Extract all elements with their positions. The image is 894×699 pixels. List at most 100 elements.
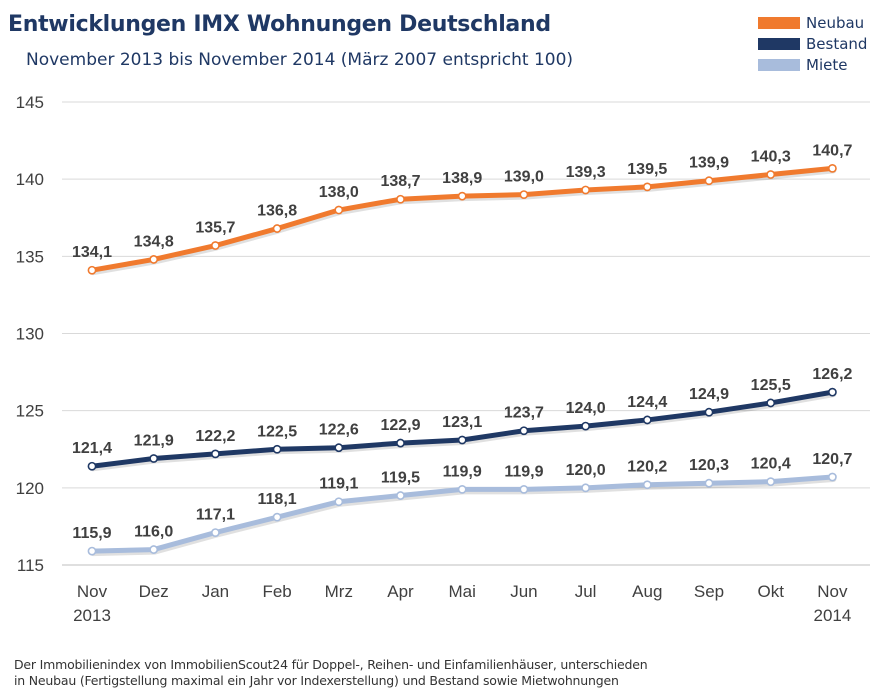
data-label: 122,5 xyxy=(257,423,297,440)
data-point xyxy=(766,398,776,408)
data-label: 123,1 xyxy=(442,414,482,431)
data-point xyxy=(149,545,159,554)
x-tick-label: Apr xyxy=(387,582,414,601)
legend: Neubau Bestand Miete xyxy=(758,12,867,75)
data-label: 119,1 xyxy=(319,476,358,493)
data-point xyxy=(642,182,652,192)
x-tick-label: Okt xyxy=(757,582,784,601)
x-tick-label: Jan xyxy=(202,582,229,601)
data-label: 123,7 xyxy=(504,405,544,422)
data-label: 124,0 xyxy=(566,400,606,417)
data-point xyxy=(272,444,282,454)
data-point xyxy=(334,205,344,215)
y-tick-label: 120 xyxy=(16,479,44,498)
data-label: 139,9 xyxy=(689,155,729,172)
data-point xyxy=(87,546,97,556)
data-label: 119,9 xyxy=(443,463,482,480)
series-group xyxy=(87,163,837,557)
data-point xyxy=(87,461,97,471)
x-tick-label: Jul xyxy=(575,582,597,601)
data-label: 117,1 xyxy=(196,507,235,524)
data-label: 139,5 xyxy=(627,161,667,178)
data-label: 135,7 xyxy=(195,220,235,237)
y-tick-label: 125 xyxy=(16,402,44,421)
data-point xyxy=(581,483,590,493)
y-axis: 115 120 125 130 135 140 145 xyxy=(16,93,44,575)
data-label: 140,7 xyxy=(812,142,852,159)
x-axis: Nov 2013 Dez Jan Feb Mrz Apr Mai Jun Jul Aug Sep Okt… xyxy=(73,582,851,625)
x-tick-year: 2013 xyxy=(73,606,111,625)
legend-item-bestand: Bestand xyxy=(758,33,867,54)
data-point xyxy=(766,477,776,487)
data-point xyxy=(704,407,714,417)
data-point xyxy=(210,528,220,537)
data-label: 139,3 xyxy=(566,164,606,181)
x-tick-label: Sep xyxy=(694,582,724,601)
chart-title: Entwicklungen IMX Wohnungen Deutschland xyxy=(8,12,551,37)
x-tick-label: Feb xyxy=(262,582,291,601)
data-point xyxy=(334,497,344,507)
data-label: 124,9 xyxy=(689,386,729,403)
data-label: 120,7 xyxy=(812,451,852,468)
data-label: 134,8 xyxy=(134,233,174,250)
x-tick-label: Nov xyxy=(77,582,108,601)
data-label: 121,4 xyxy=(72,440,112,457)
data-label: 126,2 xyxy=(812,366,852,383)
data-label: 120,3 xyxy=(689,457,729,474)
data-point xyxy=(581,421,590,431)
y-tick-label: 130 xyxy=(16,325,44,344)
data-point xyxy=(396,194,405,204)
data-point xyxy=(581,185,590,195)
data-point xyxy=(704,176,714,186)
data-label: 122,2 xyxy=(195,428,235,445)
data-label: 134,1 xyxy=(72,244,112,261)
legend-swatch-miete xyxy=(758,58,800,71)
data-label: 116,0 xyxy=(134,524,173,541)
y-tick-label: 115 xyxy=(17,556,44,575)
data-point xyxy=(396,491,405,500)
data-point xyxy=(766,170,776,179)
data-point xyxy=(642,415,652,425)
legend-swatch-neubau xyxy=(758,16,800,29)
data-point xyxy=(519,426,529,436)
data-label: 138,0 xyxy=(319,184,359,201)
data-label: 121,9 xyxy=(134,433,174,450)
legend-label-bestand: Bestand xyxy=(806,34,868,53)
data-point xyxy=(272,224,282,233)
data-point xyxy=(457,435,467,445)
data-point xyxy=(210,449,220,459)
x-tick-label: Aug xyxy=(632,582,662,601)
data-label: 138,7 xyxy=(380,173,420,190)
x-tick-label: Dez xyxy=(139,582,169,601)
x-tick-year: 2014 xyxy=(813,606,851,625)
data-point xyxy=(828,472,837,482)
data-point xyxy=(87,265,97,275)
data-label: 122,9 xyxy=(380,417,420,434)
footnote-line-2: in Neubau (Fertigstellung maximal ein Ja… xyxy=(14,673,619,688)
legend-item-miete: Miete xyxy=(758,54,867,75)
data-label: 140,3 xyxy=(751,149,791,166)
y-tick-label: 145 xyxy=(16,93,44,112)
footnote-line-1: Der Immobilienindex von ImmobilienScout2… xyxy=(14,657,648,672)
data-point xyxy=(519,484,529,494)
legend-label-miete: Miete xyxy=(806,55,848,74)
data-point xyxy=(334,443,344,453)
data-point xyxy=(519,190,529,199)
y-tick-label: 135 xyxy=(16,247,44,266)
data-labels: 134,1 134,8 135,7 136,8 138,0 138,7 138,9 139,0… xyxy=(72,142,853,542)
data-point xyxy=(642,480,652,490)
data-label: 136,8 xyxy=(257,203,297,220)
legend-swatch-bestand xyxy=(758,37,800,50)
grid-lines xyxy=(62,101,870,566)
data-point xyxy=(828,163,837,173)
data-point xyxy=(396,438,405,448)
data-point xyxy=(457,484,467,494)
x-tick-label: Jun xyxy=(510,582,537,601)
data-label: 118,1 xyxy=(258,491,297,508)
data-label: 119,9 xyxy=(504,463,543,480)
data-label: 120,4 xyxy=(751,456,791,473)
data-point xyxy=(457,191,467,201)
data-point xyxy=(149,255,159,264)
footnote: Der Immobilienindex von ImmobilienScout2… xyxy=(14,657,648,689)
data-point xyxy=(704,478,714,488)
